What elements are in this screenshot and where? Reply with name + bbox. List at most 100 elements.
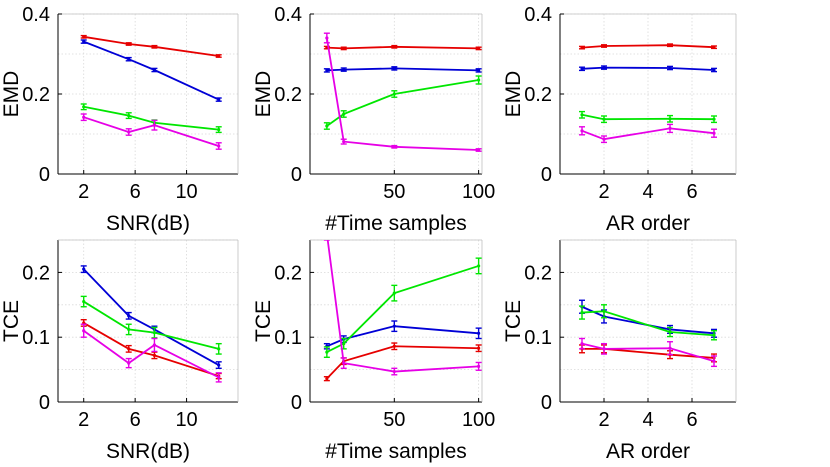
data-point-blue — [127, 314, 131, 318]
plot-area — [80, 265, 222, 383]
data-point-green — [82, 105, 86, 109]
y-tick-label: 0.4 — [274, 4, 302, 26]
data-point-blue — [477, 68, 481, 72]
y-axis-label: EMD — [252, 71, 275, 118]
x-tick-label: 4 — [642, 409, 653, 431]
panel-emd-time-samples: 0 0.2 0.4 50 100 #Time samples EMD — [252, 4, 495, 235]
series-line-blue — [326, 67, 479, 72]
series-line-green — [326, 79, 479, 127]
x-tick-label: 100 — [462, 181, 495, 203]
y-tick-label: 0.4 — [22, 4, 50, 26]
data-point-green — [127, 327, 131, 332]
data-point-blue — [342, 68, 346, 72]
data-point-red — [392, 45, 396, 49]
series-line-blue — [83, 268, 220, 366]
data-point-red — [712, 45, 716, 49]
x-tick-label: 6 — [686, 181, 697, 203]
x-tick-label: 10 — [175, 181, 197, 203]
data-point-magenta — [342, 361, 346, 365]
x-tick-label: 2 — [78, 409, 89, 431]
y-tick-label: 0.1 — [22, 327, 50, 349]
data-point-green — [580, 310, 584, 315]
plot-area — [323, 240, 482, 382]
y-axis-label: EMD — [502, 71, 525, 118]
y-tick-label: 0 — [39, 164, 50, 186]
data-point-blue — [668, 66, 672, 70]
data-point-green — [477, 264, 481, 268]
x-tick-label: 4 — [642, 181, 653, 203]
y-tick-label: 0 — [291, 164, 302, 186]
y-tick-label: 0.2 — [524, 84, 552, 106]
data-point-red — [127, 347, 131, 351]
series-line-blue — [326, 325, 479, 348]
data-point-green — [602, 117, 606, 121]
panel-tce-time-samples: 0 0.1 0.2 50 100 #Time samples TCE — [252, 239, 495, 463]
data-point-blue — [602, 66, 606, 70]
data-point-red — [152, 45, 157, 49]
series-line-red — [83, 322, 219, 377]
x-tick-label: 2 — [598, 409, 609, 431]
data-point-red — [217, 54, 221, 58]
series-line-magenta — [325, 37, 479, 151]
x-tick-label: 6 — [130, 409, 141, 431]
series-line-magenta — [326, 240, 479, 373]
x-tick-label: 10 — [175, 409, 197, 431]
series-line-red — [582, 347, 715, 359]
data-point-green — [477, 78, 481, 82]
data-point-green — [668, 330, 672, 334]
data-point-magenta — [342, 140, 346, 144]
data-point-magenta — [325, 36, 329, 40]
series-line-red — [581, 44, 715, 49]
panel-tce-snr: 0 0.1 0.2 2 6 10 SNR(dB) TCE — [0, 239, 239, 463]
data-point-magenta — [477, 148, 481, 152]
series-line-green — [581, 113, 715, 121]
y-tick-label: 0.4 — [524, 4, 552, 26]
x-tick-label: 100 — [462, 409, 495, 431]
series-line-green — [581, 310, 715, 337]
data-point-red — [342, 46, 346, 51]
data-point-magenta — [82, 329, 86, 333]
y-tick-label: 0.1 — [524, 327, 552, 349]
series-line-magenta — [581, 342, 715, 363]
data-point-green — [602, 309, 606, 313]
panel-tce-ar-order: 0 0.1 0.2 2 4 6 AR order TCE — [502, 239, 737, 463]
data-point-red — [477, 346, 481, 350]
x-axis-label: #Time samples — [325, 440, 467, 463]
data-point-magenta — [477, 364, 481, 368]
series-line-red — [326, 45, 479, 50]
data-point-green — [325, 350, 329, 354]
data-point-green — [217, 128, 221, 132]
y-tick-label: 0.2 — [274, 262, 302, 284]
data-point-magenta — [580, 342, 584, 346]
y-tick-label: 0 — [541, 392, 552, 414]
data-point-green — [392, 291, 396, 295]
x-tick-label: 2 — [598, 181, 609, 203]
data-point-blue — [477, 331, 481, 335]
y-axis-label: TCE — [0, 300, 23, 342]
data-point-magenta — [127, 130, 131, 134]
data-point-green — [668, 117, 672, 121]
series-line-blue — [83, 40, 220, 101]
y-axis-label: TCE — [252, 300, 275, 342]
x-tick-label: 6 — [686, 409, 697, 431]
x-tick-label: 6 — [130, 181, 141, 203]
x-tick-label: 50 — [383, 181, 405, 203]
data-point-blue — [580, 67, 584, 71]
data-point-blue — [392, 324, 396, 328]
y-tick-label: 0.2 — [524, 262, 552, 284]
data-point-magenta — [668, 126, 672, 130]
y-tick-label: 0.2 — [22, 262, 50, 284]
data-point-blue — [217, 363, 221, 367]
data-point-green — [325, 124, 329, 128]
data-point-blue — [217, 98, 221, 102]
data-point-green — [217, 347, 221, 351]
y-axis-label: TCE — [502, 300, 525, 342]
series-line-green — [83, 300, 219, 350]
data-point-red — [392, 344, 396, 348]
data-point-green — [712, 117, 716, 121]
data-point-blue — [127, 57, 131, 61]
y-tick-label: 0.1 — [274, 327, 302, 349]
data-point-red — [477, 46, 481, 51]
x-axis-label: SNR(dB) — [106, 212, 190, 235]
